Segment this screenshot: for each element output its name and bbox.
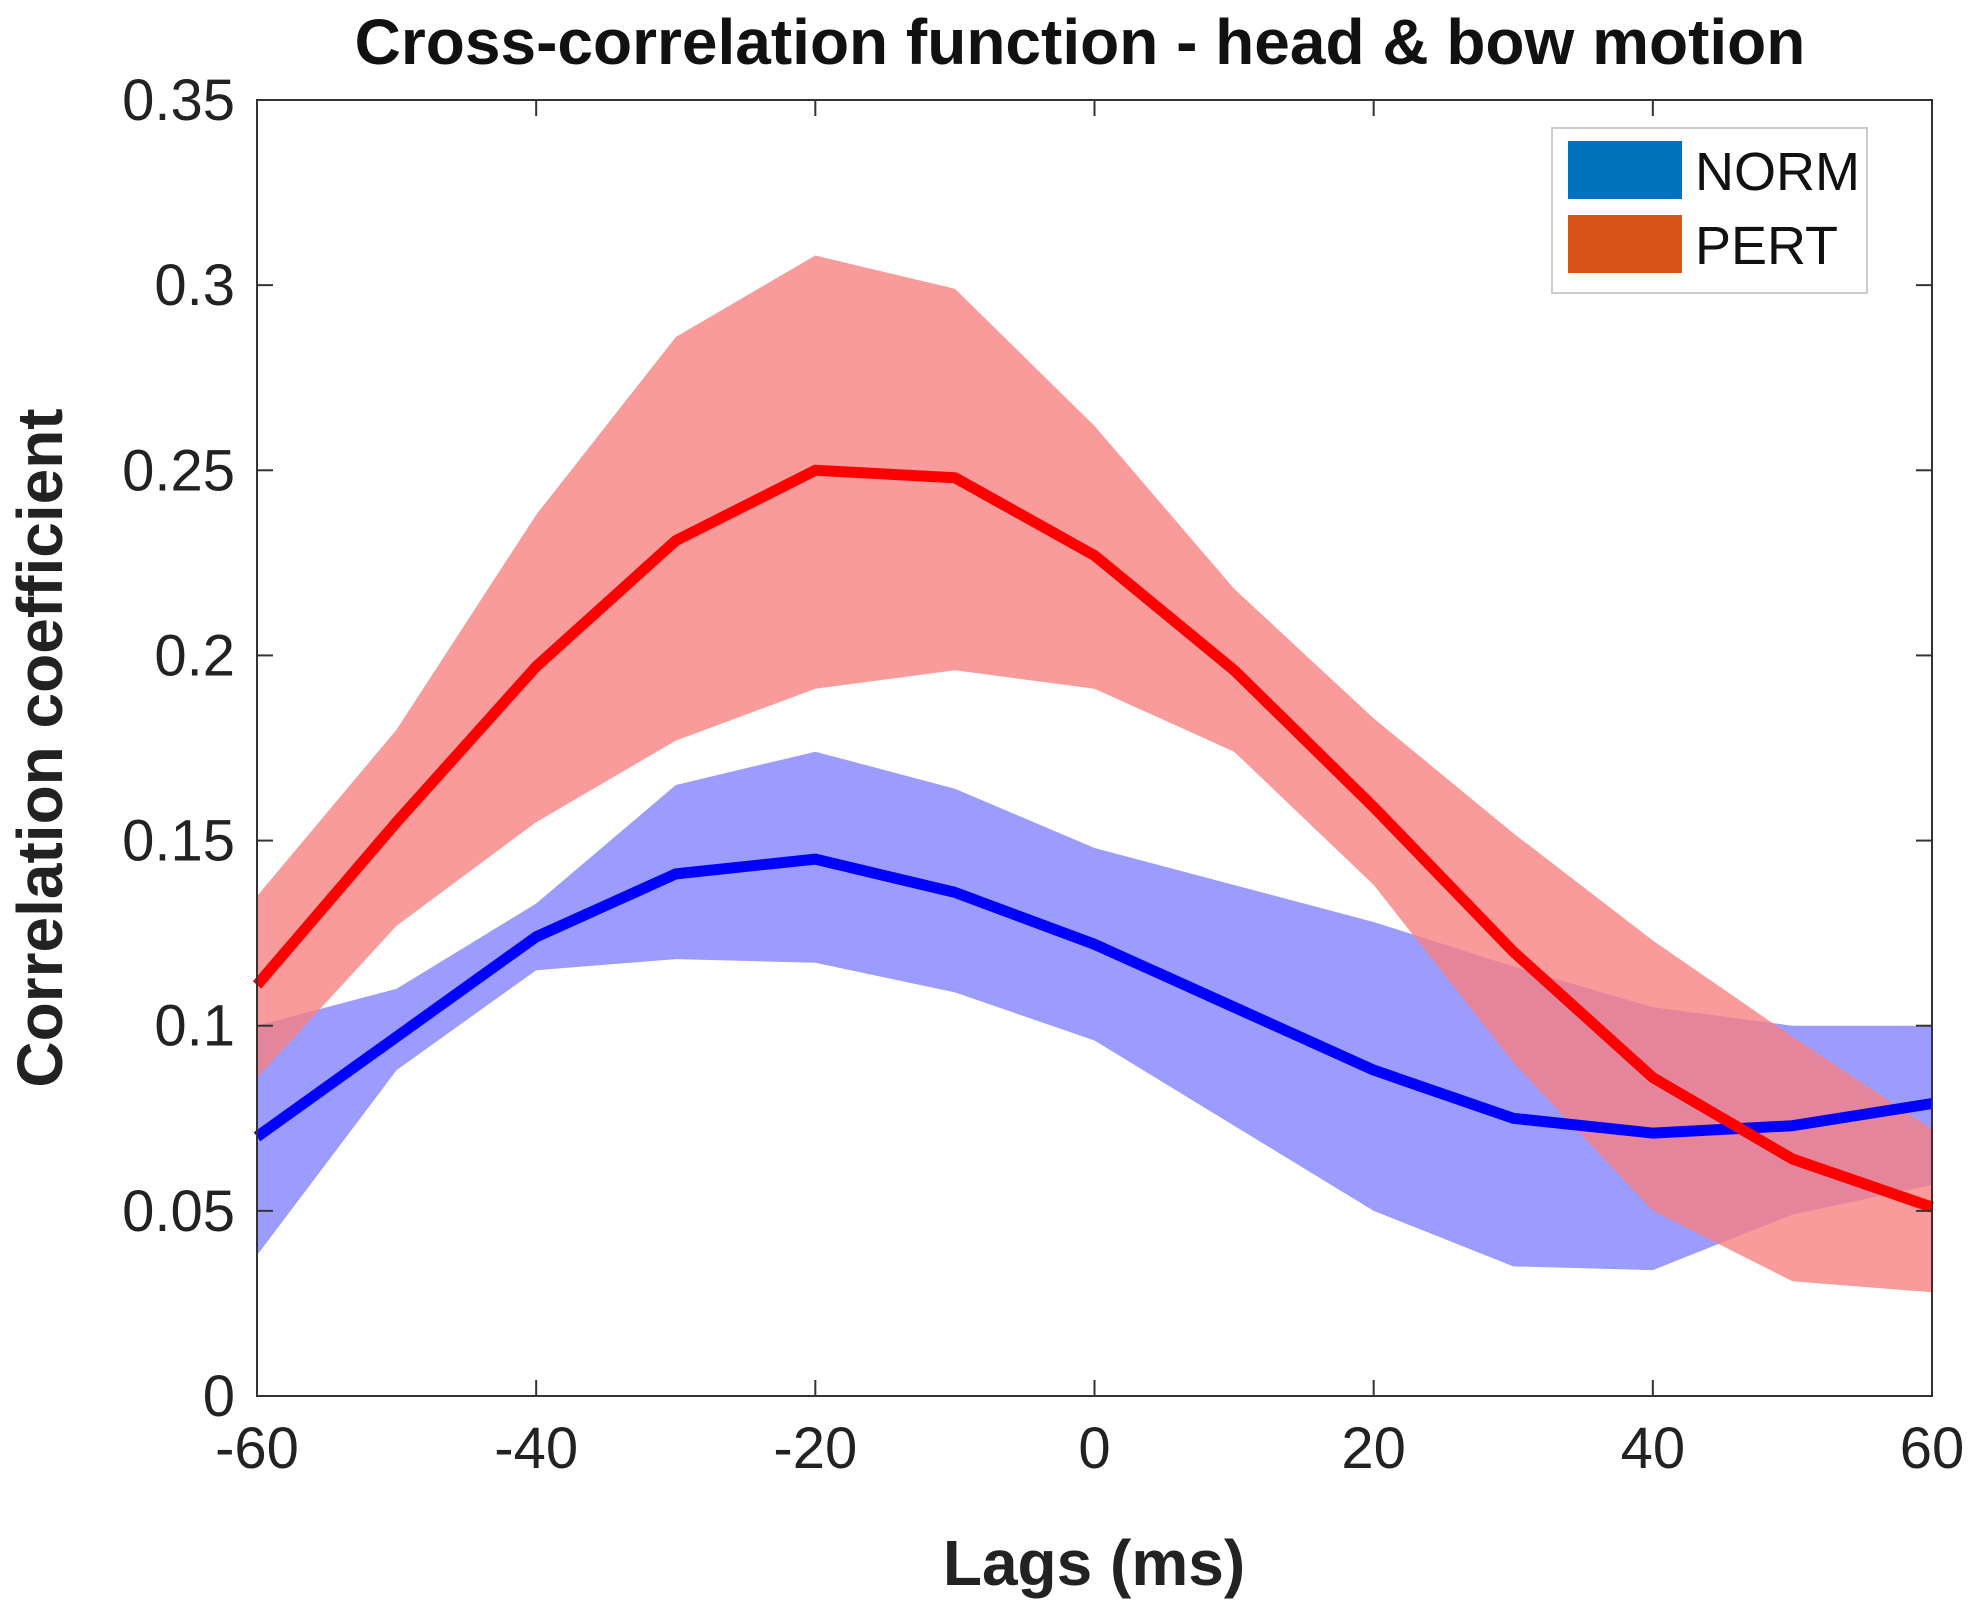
y-tick-label: 0.35 <box>122 68 235 133</box>
norm-mean-line <box>253 853 1933 1142</box>
y-tick-label: 0 <box>203 1364 235 1429</box>
legend-swatch-pert <box>1568 215 1682 273</box>
series-lines <box>252 464 1934 1213</box>
y-tick-label: 0.25 <box>122 438 235 503</box>
x-tick-label: -20 <box>773 1416 857 1481</box>
x-tick-label: 20 <box>1341 1416 1406 1481</box>
confidence-bands <box>257 255 1932 1293</box>
x-tick-label: 40 <box>1621 1416 1686 1481</box>
legend-label-pert: PERT <box>1695 216 1838 276</box>
y-axis-label: Correlation coefficient <box>4 408 76 1087</box>
pert-confidence-band <box>257 255 1932 1293</box>
y-tick-label: 0.2 <box>154 623 235 688</box>
legend: NORM PERT <box>1551 127 1868 294</box>
y-tick-label: 0.15 <box>122 809 235 874</box>
y-tick-label: 0.3 <box>154 253 235 318</box>
chart-title: Cross-correlation function - head & bow … <box>355 6 1806 78</box>
y-tick-label: 0.05 <box>122 1179 235 1244</box>
pert-mean-line <box>252 464 1934 1213</box>
y-tick-label: 0.1 <box>154 994 235 1059</box>
legend-swatch-norm <box>1568 141 1682 199</box>
x-tick-label: 0 <box>1078 1416 1110 1481</box>
norm-confidence-band <box>257 751 1932 1271</box>
legend-label-norm: NORM <box>1695 142 1860 202</box>
x-tick-label: -60 <box>215 1416 299 1481</box>
x-axis-label: Lags (ms) <box>943 1527 1245 1599</box>
x-tick-label: 60 <box>1900 1416 1965 1481</box>
x-tick-label: -40 <box>494 1416 578 1481</box>
axis-ticks: -60 -40 -20 0 20 40 60 0 0.05 0.1 0.15 0.2 0.25 0.3 0.… <box>122 68 1964 1481</box>
